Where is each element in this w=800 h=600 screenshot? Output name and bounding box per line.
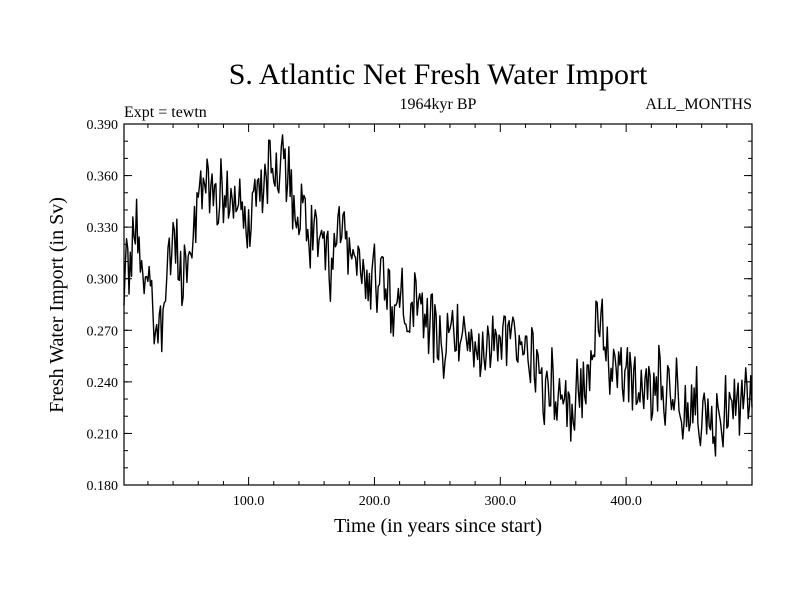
plot-frame	[123, 123, 753, 486]
y-tick-label: 0.360	[87, 170, 119, 185]
x-tick-label: 300.0	[485, 494, 517, 509]
y-tick-label: 0.390	[87, 118, 119, 133]
experiment-label: Expt = tewtn	[124, 104, 207, 121]
x-axis-label: Time (in years since start)	[334, 515, 542, 537]
y-tick-label: 0.180	[87, 479, 119, 494]
chart-title: S. Atlantic Net Fresh Water Import	[229, 58, 648, 91]
y-tick-label: 0.270	[87, 324, 119, 339]
y-tick-label: 0.240	[87, 376, 119, 391]
chart-subtitle: 1964kyr BP	[400, 96, 477, 113]
x-tick-label: 400.0	[610, 494, 642, 509]
x-tick-label: 100.0	[233, 494, 265, 509]
y-tick-label: 0.330	[87, 221, 119, 236]
y-tick-label: 0.300	[87, 273, 119, 288]
series-line	[123, 134, 753, 457]
x-tick-label: 200.0	[359, 494, 391, 509]
y-axis-label: Fresh Water Import (in Sv)	[46, 197, 68, 413]
months-label: ALL_MONTHS	[645, 96, 752, 113]
ticks-layer: 0.180 0.210 0.240 0.270 0.300 0.330 0.360 0.390…	[87, 118, 752, 509]
series-layer	[123, 134, 753, 457]
y-tick-label: 0.210	[87, 427, 119, 442]
